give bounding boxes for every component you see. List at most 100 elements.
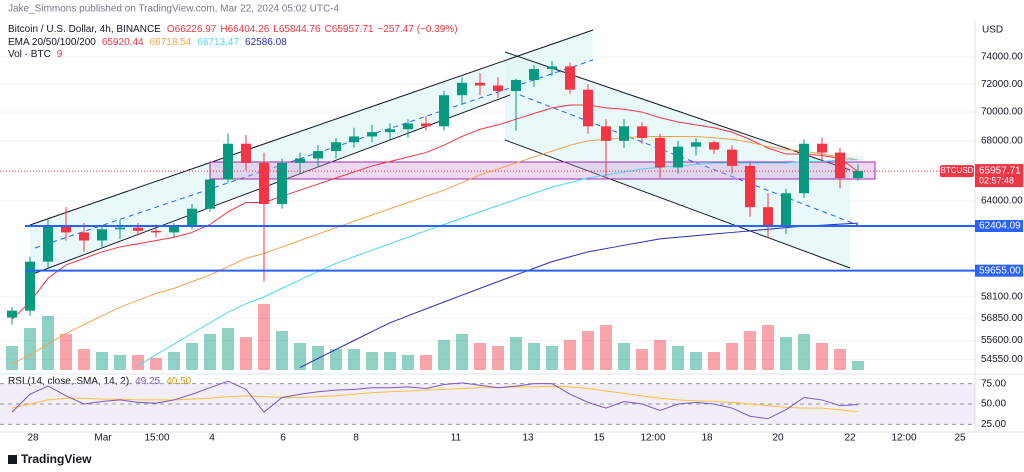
- y-tick-label: 56850.00: [981, 313, 1023, 324]
- candle-body: [583, 89, 593, 127]
- volume-bar: [582, 331, 594, 370]
- rsi-ma-line: [11, 385, 859, 413]
- zone: [209, 161, 876, 180]
- vol-label: Vol · BTC: [8, 49, 51, 60]
- volume-bar: [726, 343, 738, 370]
- volume-bar: [600, 325, 612, 370]
- candle-body: [79, 232, 89, 241]
- candle-body: [745, 165, 755, 208]
- candle-body: [241, 143, 251, 163]
- rsi-value: 49.25: [135, 376, 160, 387]
- vol-legend: Vol · BTC 9: [8, 49, 63, 60]
- x-tick-label: 22: [844, 433, 856, 444]
- volume-bar: [510, 337, 522, 370]
- change: −257.47 (−0.39%): [378, 24, 458, 35]
- ema-line: [11, 135, 859, 365]
- logo: [8, 455, 17, 464]
- x-tick-label: 6: [280, 433, 286, 444]
- candle-body: [403, 123, 413, 130]
- candle-body: [277, 162, 287, 205]
- y-tick-label: 74000.00: [981, 52, 1023, 63]
- brand-name: TradingView: [21, 452, 92, 466]
- volume-bar: [744, 331, 756, 370]
- candle-body: [673, 146, 683, 168]
- candle-body: [115, 227, 125, 230]
- candle-body: [223, 143, 233, 180]
- rsi-ma-value: 40.50: [166, 376, 191, 387]
- candle-body: [781, 193, 791, 227]
- x-tick-label: 25: [954, 433, 966, 444]
- volume-bar: [780, 337, 792, 370]
- candle-body: [61, 226, 71, 233]
- symbol-label: BTCUSD: [941, 166, 974, 175]
- y-tick-label: 68000.00: [981, 135, 1023, 146]
- rsi-line: [11, 380, 859, 420]
- rsi-legend: RSI (14, close, SMA, 14, 2) 49.25 40.50: [8, 376, 192, 387]
- unit: USD: [982, 25, 1003, 36]
- candle-body: [349, 136, 359, 143]
- volume-bar: [204, 334, 216, 370]
- x-tick-label: 11: [451, 433, 462, 444]
- ohlc: C65957.71: [325, 24, 374, 35]
- candle-body: [259, 162, 269, 205]
- ascending-channel-fill: [30, 30, 593, 275]
- channel-line: [504, 139, 851, 269]
- volume-bar: [618, 343, 630, 370]
- candle-body: [475, 82, 485, 86]
- ema-legend: EMA 20/50/100/200 65920.44 66718.54 66713.4…: [8, 37, 287, 48]
- candle-body: [709, 142, 719, 150]
- volume-bar: [852, 361, 864, 370]
- candle-body: [853, 171, 863, 178]
- volume-bar: [366, 352, 378, 370]
- volume-bar: [636, 349, 648, 370]
- candle-body: [43, 226, 53, 262]
- candle-body: [169, 226, 179, 233]
- volume-bar: [114, 355, 126, 370]
- candle-body: [493, 85, 503, 92]
- x-tick-label: Mar: [94, 433, 112, 444]
- y-tick-label: 72000.00: [981, 79, 1023, 90]
- x-tick-label: 4: [209, 433, 215, 444]
- x-tick-label: 12:00: [640, 433, 665, 444]
- volume-bar: [276, 331, 288, 370]
- volume-bar: [528, 343, 540, 370]
- ema-value: 66713.47: [197, 37, 239, 48]
- ema-line: [11, 104, 859, 320]
- rsi-tick-label: 25.00: [981, 419, 1006, 430]
- ohlc: H66404.26: [220, 24, 269, 35]
- price-label: 65957.71: [979, 166, 1021, 177]
- candle-body: [457, 82, 467, 96]
- volume-bar: [348, 349, 360, 370]
- y-tick-label: 54550.00: [981, 354, 1023, 365]
- level-tag: [975, 219, 1023, 232]
- candle-body: [187, 208, 197, 227]
- candle-body: [385, 129, 395, 133]
- price-tag: [975, 164, 1023, 188]
- ema-value: 66718.54: [150, 37, 192, 48]
- candle-body: [367, 132, 377, 137]
- candle-body: [763, 207, 773, 227]
- volume-bar: [402, 355, 414, 370]
- level-label: 62404.09: [979, 221, 1021, 232]
- volume-bar: [384, 352, 396, 370]
- y-tick-label: 58100.00: [981, 292, 1023, 303]
- rsi-title: RSI (14, close, SMA, 14, 2): [8, 376, 129, 387]
- candle-body: [25, 261, 35, 311]
- channel-midline: [34, 59, 594, 249]
- rsi-tick-label: 50.00: [981, 399, 1006, 410]
- volume-bar: [546, 346, 558, 370]
- volume-bar: [24, 328, 36, 370]
- volume-bar: [222, 328, 234, 370]
- candle-body: [835, 152, 845, 178]
- candle-body: [655, 137, 665, 168]
- volume-bar: [294, 343, 306, 370]
- candle-body: [529, 69, 539, 81]
- y-tick-label: 70000.00: [981, 107, 1023, 118]
- countdown: 02:57:48: [979, 175, 1014, 185]
- symbol-tag: [940, 165, 974, 178]
- x-tick-label: 18: [701, 433, 713, 444]
- ema-line: [137, 159, 859, 367]
- volume-bar: [816, 343, 828, 370]
- x-tick-label: 28: [27, 433, 39, 444]
- channel-midline: [519, 94, 859, 226]
